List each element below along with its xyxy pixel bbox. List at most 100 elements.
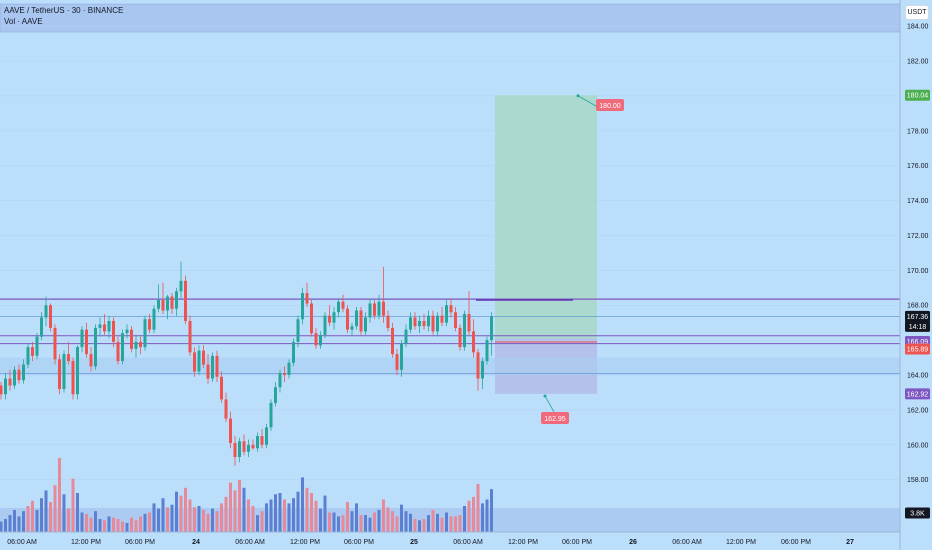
candle-body xyxy=(481,361,484,379)
volume-bar xyxy=(449,516,453,532)
target-label-text: 180.00 xyxy=(599,103,621,110)
candle-body xyxy=(337,301,340,313)
candle-body xyxy=(112,320,115,342)
candle-body xyxy=(364,317,367,332)
volume-bar xyxy=(427,515,430,532)
annotations[interactable]: 180.00 162.95 xyxy=(541,94,624,424)
candle-body xyxy=(22,364,25,381)
candle-body xyxy=(260,436,264,445)
candle-body xyxy=(179,280,183,292)
volume-bar xyxy=(193,507,196,532)
long-position-tool[interactable] xyxy=(495,95,597,394)
volume-bar xyxy=(395,516,399,532)
candle-body xyxy=(67,354,70,362)
horizontal-lines[interactable] xyxy=(0,298,900,376)
volume-bar xyxy=(490,489,493,532)
volume-bar xyxy=(341,515,345,532)
candles xyxy=(0,261,493,466)
candle-body xyxy=(287,362,291,376)
candle-body xyxy=(359,310,363,332)
candle-body xyxy=(224,399,228,419)
candle-body xyxy=(377,301,381,316)
candle-body xyxy=(76,347,79,395)
volume-bar xyxy=(404,511,408,532)
candle-body xyxy=(13,369,16,386)
candle-body xyxy=(467,313,471,332)
volume-bar xyxy=(458,515,462,532)
target-price-tag xyxy=(905,89,930,101)
stop-anchor-dot[interactable] xyxy=(543,394,547,398)
stop-leader-line xyxy=(544,395,555,413)
support-band[interactable] xyxy=(0,357,900,376)
candle-body xyxy=(404,329,408,344)
candle-body xyxy=(4,378,7,395)
volume-bar xyxy=(80,512,84,532)
volume-bar xyxy=(170,504,174,532)
candle-body xyxy=(148,319,151,330)
candle-body xyxy=(319,334,322,346)
candle-body xyxy=(8,378,12,386)
time-axis[interactable]: 06:00 AM 12:00 PM 06:00 PM 24 06:00 AM 12:00 … xyxy=(0,531,900,546)
stop-label-text: 162.95 xyxy=(544,416,566,423)
candle-body xyxy=(134,341,138,349)
target-label-box[interactable] xyxy=(596,99,624,111)
volume-bar xyxy=(305,487,309,532)
candle-body xyxy=(269,402,273,428)
volume-bar xyxy=(152,503,156,532)
volume-bar xyxy=(251,506,255,532)
volume-bar xyxy=(355,503,358,532)
volume-tag xyxy=(905,507,930,519)
price-tick-label: 172.00 xyxy=(907,233,929,240)
target-anchor-dot[interactable] xyxy=(576,94,580,98)
stop-label-box[interactable] xyxy=(541,412,569,424)
price-tick-label: 182.00 xyxy=(907,59,929,66)
volume-bar xyxy=(247,499,250,532)
candle-body xyxy=(121,333,124,362)
time-tick-label: 25 xyxy=(410,539,418,546)
symbol-title[interactable]: AAVE / TetherUS · 30 · BINANCE xyxy=(4,6,124,15)
target-leader-line xyxy=(577,95,597,107)
currency-button[interactable]: USDT xyxy=(905,5,929,20)
candle-body xyxy=(305,293,309,304)
volume-bar xyxy=(148,512,151,532)
volume-bar xyxy=(94,511,97,532)
volume-bar xyxy=(40,498,43,532)
volume-bar xyxy=(413,519,417,532)
volume-legend[interactable]: Vol · AAVE xyxy=(4,17,43,26)
time-tick-label: 26 xyxy=(629,539,637,546)
volume-bar xyxy=(386,507,390,532)
candle-body xyxy=(283,373,286,376)
candle-body xyxy=(166,296,169,311)
volume-bar xyxy=(26,506,30,532)
target-price-tag-text: 180.04 xyxy=(907,93,929,100)
candle-body xyxy=(463,313,466,348)
candle-body xyxy=(314,333,318,346)
candle-body xyxy=(301,293,304,320)
countdown-tag-text: 14:18 xyxy=(909,324,927,331)
stop-price-tag-text: 162.92 xyxy=(907,391,929,398)
target-zone[interactable] xyxy=(495,95,597,339)
candle-body xyxy=(85,329,88,355)
candle-body xyxy=(328,315,331,323)
chart-legend[interactable]: AAVE / TetherUS · 30 · BINANCE Vol · AAV… xyxy=(4,5,123,27)
time-tick-label: 06:00 PM xyxy=(562,539,592,546)
volume-bar xyxy=(301,477,304,532)
candle-body xyxy=(197,350,201,372)
price-tick-label: 176.00 xyxy=(907,163,929,170)
price-tick-label: 178.00 xyxy=(907,128,929,135)
time-tick-label: 12:00 PM xyxy=(726,539,756,546)
time-tick-label: 24 xyxy=(192,539,200,546)
volume-bar xyxy=(103,520,106,532)
volume-bar xyxy=(481,503,484,532)
price-tick-label: 184.00 xyxy=(907,24,929,31)
volume-bar xyxy=(17,516,21,532)
candle-body xyxy=(44,305,48,318)
candle-body xyxy=(458,327,462,348)
candle-body xyxy=(49,305,52,328)
volume-bars xyxy=(0,457,900,532)
candle-body xyxy=(490,316,493,341)
time-tick-label: 06:00 AM xyxy=(672,539,702,546)
candle-body xyxy=(193,352,196,372)
candle-body xyxy=(431,315,435,332)
